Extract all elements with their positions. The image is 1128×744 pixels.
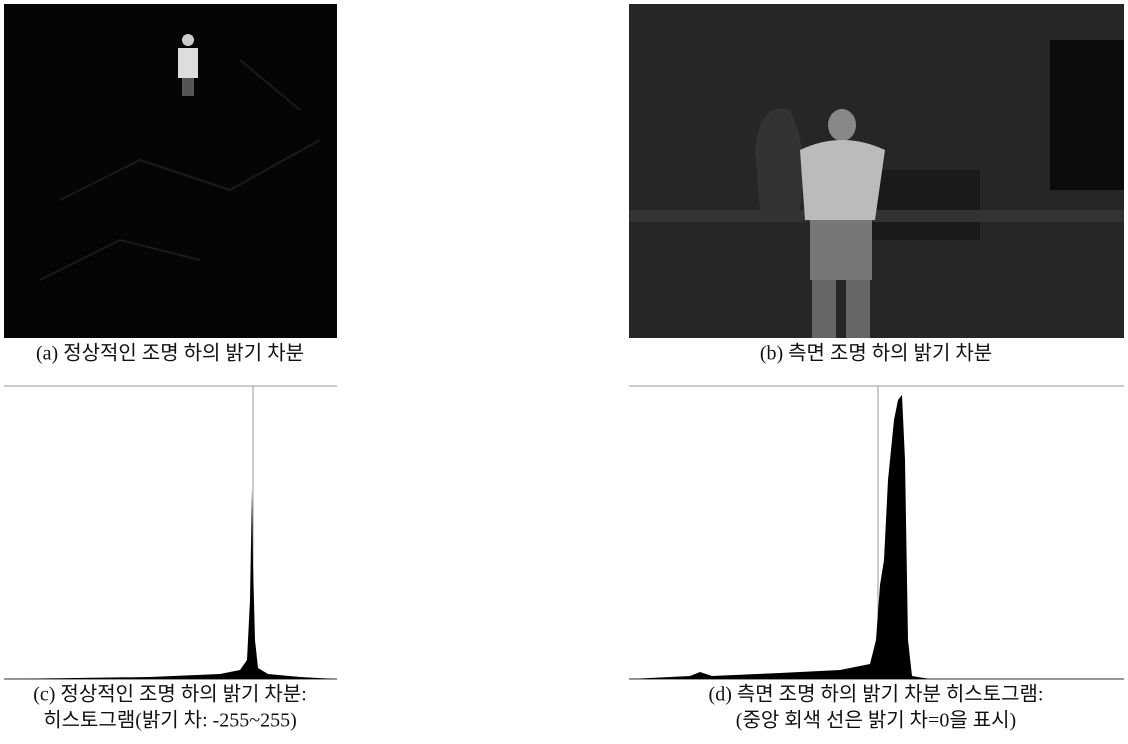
- histogram-c: [4, 386, 337, 679]
- caption: (중앙 회색 선은 밝기 차=0을 표시): [736, 709, 1016, 732]
- image-b: [629, 4, 1124, 338]
- caption: 히스토그램(밝기 차: -255~255): [43, 709, 297, 732]
- image-a: [4, 4, 337, 338]
- figure: (a) 정상적인 조명 하의 밝기 차분 (b) 측면 조명 하의 밝기 차분 …: [0, 0, 1128, 744]
- caption: (c) 정상적인 조명 하의 밝기 차분:: [33, 683, 307, 706]
- histogram-d: [629, 386, 1124, 679]
- page: (a) 정상적인 조명 하의 밝기 차분 (b) 측면 조명 하의 밝기 차분 …: [0, 0, 1128, 744]
- caption: (b) 측면 조명 하의 밝기 차분: [760, 342, 992, 365]
- caption: (d) 측면 조명 하의 밝기 차분 히스토그램:: [709, 683, 1044, 706]
- caption: (a) 정상적인 조명 하의 밝기 차분: [36, 342, 304, 365]
